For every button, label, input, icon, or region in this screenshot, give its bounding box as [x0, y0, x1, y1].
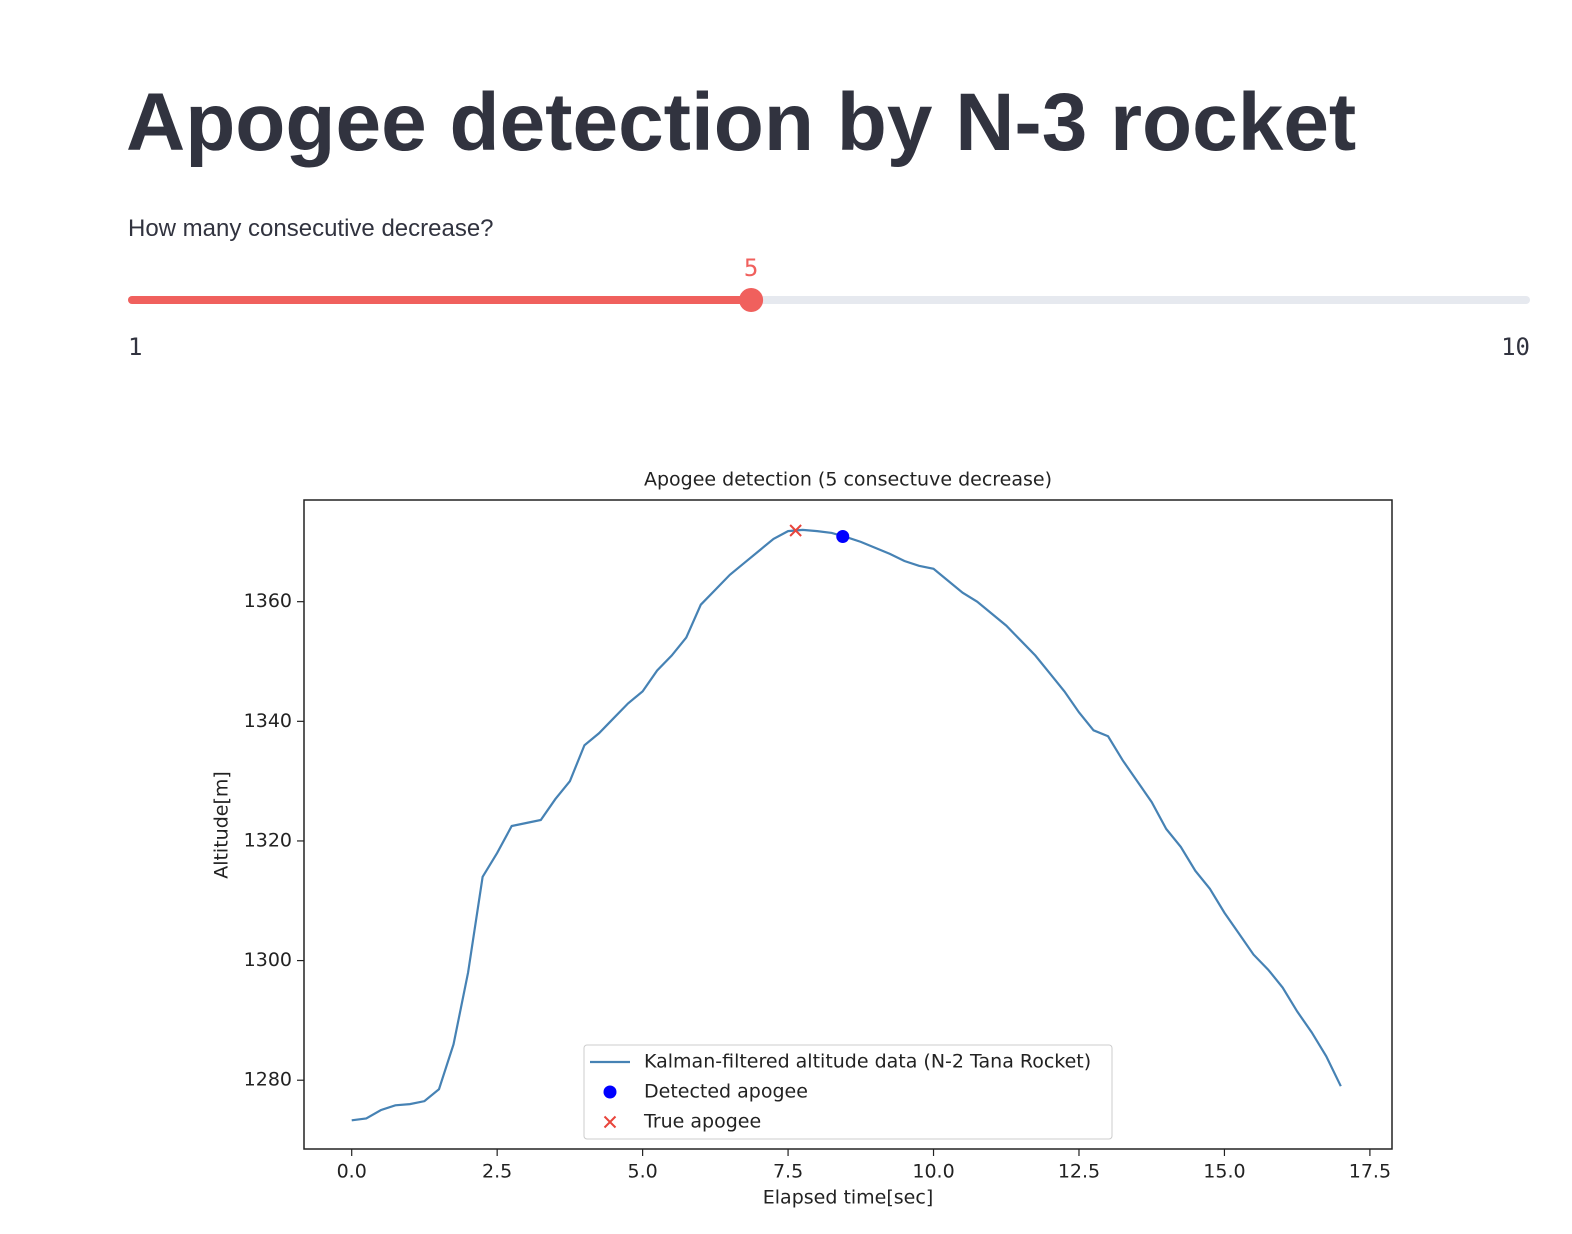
altitude-line	[351, 528, 1342, 1122]
legend-box	[583, 1044, 1113, 1140]
x-tick-label: 17.5	[1349, 1161, 1391, 1183]
x-tick-label: 7.5	[773, 1161, 803, 1183]
y-tick-label: 1340	[244, 710, 292, 732]
y-axis-label: Altitude[m]	[211, 771, 233, 879]
apogee-point	[836, 529, 850, 543]
x-tick-label: 15.0	[1203, 1161, 1245, 1183]
legend-marker	[603, 1085, 617, 1099]
chart-title: Apogee detection (5 consectuve decrease)	[644, 469, 1052, 491]
apogee-cross	[789, 524, 802, 537]
page-title: Apogee detection by N-3 rocket	[126, 77, 1356, 168]
y-tick-label: 1320	[244, 829, 292, 851]
x-axis-label: Elapsed time[sec]	[763, 1187, 933, 1209]
y-tick-label: 1280	[244, 1069, 292, 1091]
legend-marker	[603, 1115, 617, 1129]
slider-label: How many consecutive decrease?	[128, 215, 494, 242]
legend-label: True apogee	[643, 1111, 761, 1133]
x-tick-label: 12.5	[1058, 1161, 1100, 1183]
slider-max: 10	[1501, 333, 1530, 361]
slider-min: 1	[128, 333, 142, 361]
slider-value: 5	[744, 254, 758, 282]
x-tick-label: 2.5	[482, 1161, 512, 1183]
slider-thumb[interactable]	[739, 288, 764, 312]
x-tick-label: 10.0	[912, 1161, 954, 1183]
legend-label: Detected apogee	[644, 1081, 808, 1103]
x-tick-label: 0.0	[337, 1161, 367, 1183]
slider-fill[interactable]	[128, 296, 752, 304]
y-tick-label: 1360	[244, 590, 292, 612]
axes-frame	[303, 499, 1393, 1150]
x-tick-label: 5.0	[628, 1161, 658, 1183]
legend-label: Kalman-filtered altitude data (N-2 Tana …	[644, 1051, 1091, 1073]
y-tick-label: 1300	[244, 949, 292, 971]
